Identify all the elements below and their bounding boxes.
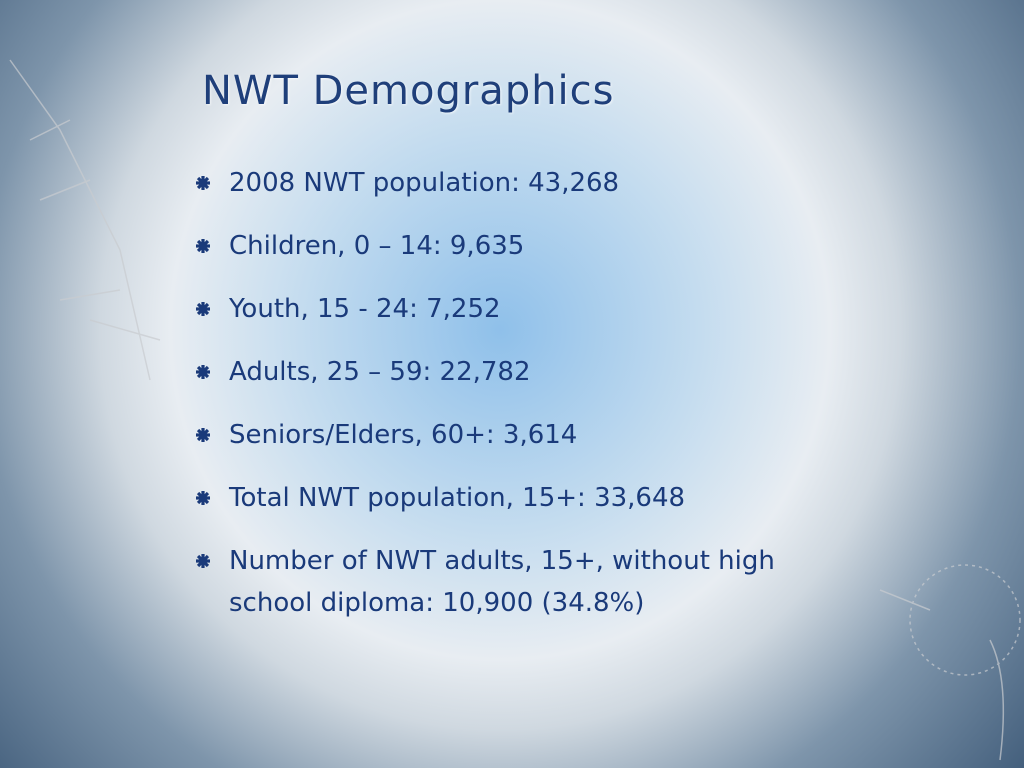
bullet-icon [196,239,210,253]
bullet-item: Children, 0 – 14: 9,635 [195,225,815,267]
bullet-item: 2008 NWT population: 43,268 [195,162,815,204]
bullet-icon [196,491,210,505]
bullet-item: Total NWT population, 15+: 33,648 [195,477,815,519]
bullet-text: Children, 0 – 14: 9,635 [229,231,525,261]
bullet-item: Youth, 15 - 24: 7,252 [195,288,815,330]
bullet-text: Number of NWT adults, 15+, without high … [229,546,775,618]
bullet-item: Adults, 25 – 59: 22,782 [195,351,815,393]
bullet-item: Number of NWT adults, 15+, without high … [195,540,815,624]
bullet-icon [196,428,210,442]
bullet-icon [196,302,210,316]
bullet-text: 2008 NWT population: 43,268 [229,168,620,198]
bullet-icon [196,176,210,190]
bullet-text: Seniors/Elders, 60+: 3,614 [229,420,578,450]
bullet-icon [196,554,210,568]
bullet-icon [196,365,210,379]
bullet-list: 2008 NWT population: 43,268 Children, 0 –… [195,162,815,645]
bullet-item: Seniors/Elders, 60+: 3,614 [195,414,815,456]
title: NWT Demographics [202,68,615,114]
bullet-text: Total NWT population, 15+: 33,648 [229,483,686,513]
bullet-text: Youth, 15 - 24: 7,252 [229,294,501,324]
bullet-text: Adults, 25 – 59: 22,782 [229,357,531,387]
